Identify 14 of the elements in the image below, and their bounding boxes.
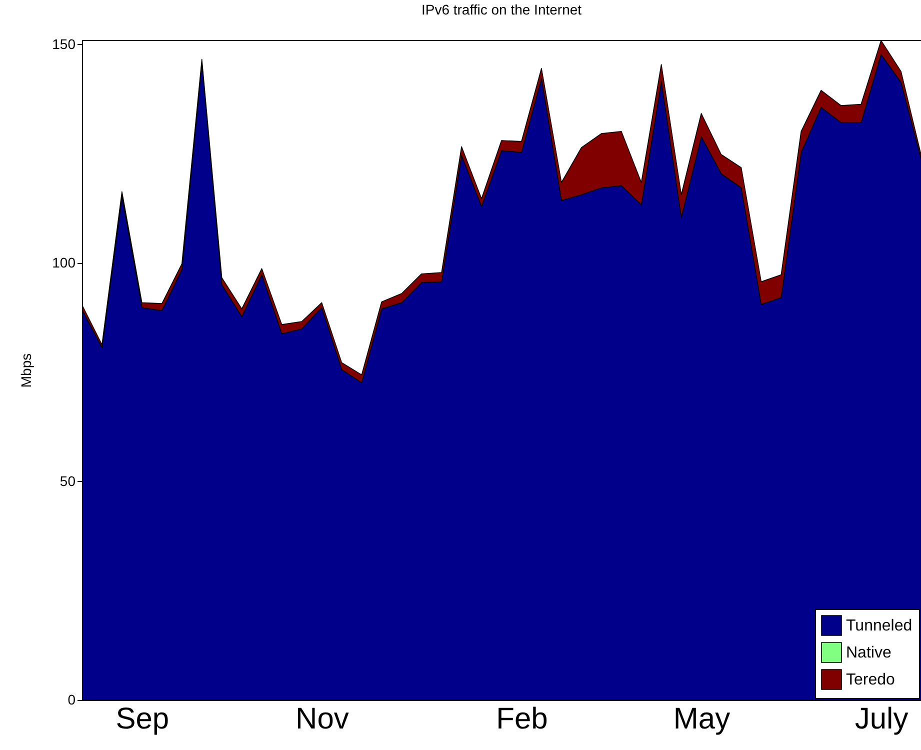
x-tick-label: Sep [116, 702, 170, 736]
legend-label: Native [846, 644, 892, 662]
y-axis-title: Mbps [18, 353, 34, 388]
x-tick-label: July [854, 702, 908, 736]
series-label: Teredo [846, 672, 896, 688]
y-tick-label: 50 [60, 472, 76, 489]
y-tick-label: 0 [68, 692, 76, 708]
y-tick-label: 100 [52, 254, 76, 270]
x-tick-label: Nov [296, 702, 349, 736]
x-tick-label: May [673, 702, 730, 736]
x-tick-label: Feb [496, 702, 548, 736]
chart-title: IPv6 traffic on the Internet [421, 1, 582, 18]
series-label: Tunneled [846, 618, 912, 634]
y-tick-label: 150 [52, 36, 76, 52]
